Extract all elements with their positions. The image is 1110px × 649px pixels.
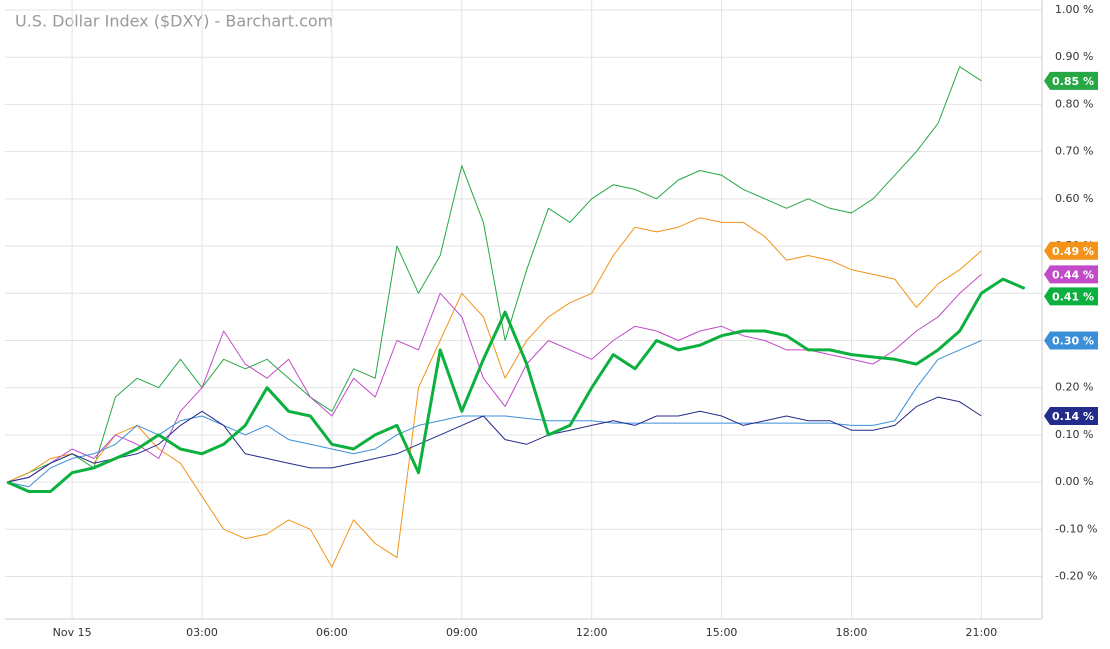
y-tick-label: 0.10 % [1055,428,1093,441]
end-tag-label: 0.14 % [1052,410,1094,423]
y-tick-label: 0.80 % [1055,97,1093,110]
series-line [7,396,982,483]
x-tick-label: 09:00 [446,626,478,639]
y-tick-label: 1.00 % [1055,3,1093,16]
y-tick-label: 0.90 % [1055,50,1093,63]
x-tick-label: 21:00 [966,626,998,639]
end-tag [1044,407,1098,425]
series-line [7,340,982,488]
end-tag [1044,241,1098,260]
x-tick-label: 15:00 [706,626,738,639]
y-tick-label: 0.60 % [1055,192,1093,205]
x-tick-label: 03:00 [186,626,218,639]
x-tick-label: Nov 15 [53,626,92,639]
y-tick-label: 0.00 % [1055,475,1093,488]
series-line [7,66,982,483]
series-line [6,277,1026,493]
y-tick-label: -0.10 % [1055,522,1097,535]
y-tick-label: 0.70 % [1055,145,1093,158]
end-tag [1044,265,1098,284]
end-tag [1044,71,1098,90]
end-tag-label: 0.49 % [1052,245,1094,258]
chart-title: U.S. Dollar Index ($DXY) - Barchart.com [15,12,333,31]
y-tick-label: -0.20 % [1055,570,1097,583]
y-tick-label: 0.20 % [1055,381,1093,394]
end-tag-label: 0.30 % [1052,334,1094,347]
end-tag-label: 0.44 % [1052,268,1094,281]
end-tag [1044,331,1098,350]
end-tag-label: 0.41 % [1052,290,1094,303]
x-tick-label: 18:00 [836,626,868,639]
series-line [7,217,982,568]
x-tick-label: 06:00 [316,626,348,639]
x-tick-label: 12:00 [576,626,608,639]
end-tag-label: 0.85 % [1052,75,1094,88]
end-tag [1044,287,1098,306]
series-line [7,274,982,483]
